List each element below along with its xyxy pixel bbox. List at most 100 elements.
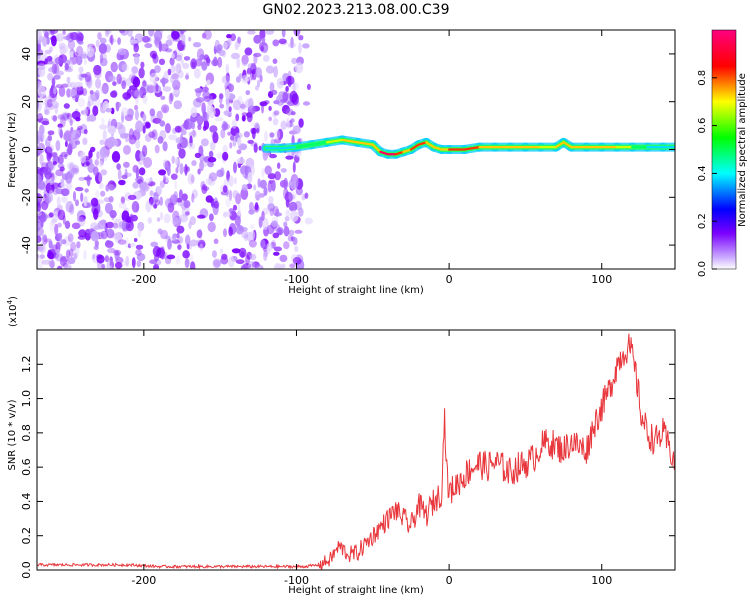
noise-blob: [102, 100, 109, 111]
noise-blob: [51, 77, 56, 89]
noise-blob: [156, 217, 161, 222]
noise-blob: [53, 74, 61, 80]
noise-blob: [39, 254, 45, 259]
noise-blob: [201, 32, 207, 39]
noise-blob: [55, 253, 64, 262]
noise-blob: [193, 68, 201, 79]
noise-blob: [37, 135, 41, 145]
noise-blob: [149, 190, 154, 197]
noise-blob: [171, 52, 175, 60]
noise-blob: [69, 204, 75, 215]
ridge-core-segment: [394, 150, 405, 156]
noise-blob: [42, 132, 46, 142]
noise-blob: [162, 86, 172, 92]
noise-blob: [212, 250, 217, 258]
noise-blob: [101, 82, 109, 95]
noise-blob: [87, 100, 91, 110]
noise-blob: [118, 179, 126, 186]
noise-blob: [114, 138, 122, 147]
snr-y-multiplier-close: ): [8, 296, 19, 300]
noise-blob: [164, 123, 171, 134]
noise-blob: [80, 53, 89, 59]
noise-blob: [126, 108, 134, 118]
noise-blob: [236, 157, 246, 164]
noise-blob: [48, 212, 54, 218]
noise-blob: [248, 201, 254, 212]
noise-blob: [58, 125, 63, 137]
noise-blob: [196, 48, 205, 61]
noise-blob: [139, 181, 148, 191]
noise-blob: [153, 263, 160, 269]
noise-blob: [105, 240, 111, 246]
noise-blob: [178, 189, 183, 201]
noise-blob: [121, 260, 128, 267]
noise-blob: [293, 30, 301, 37]
noise-blob: [253, 53, 258, 65]
noise-blob: [292, 161, 296, 173]
noise-blob: [194, 152, 201, 159]
noise-blob: [207, 161, 215, 168]
noise-blob: [100, 169, 108, 176]
noise-blob: [235, 224, 244, 235]
noise-blob: [233, 161, 237, 174]
y-tick-label: 0.6: [20, 458, 33, 476]
noise-blob: [135, 166, 139, 179]
noise-blob: [77, 125, 83, 130]
noise-blob: [272, 39, 280, 47]
noise-blob: [69, 248, 74, 258]
ridge-core-segment: [356, 141, 374, 146]
noise-blob: [237, 36, 242, 44]
noise-blob: [153, 192, 159, 203]
noise-blob: [270, 239, 277, 249]
noise-blob: [221, 123, 231, 130]
noise-blob: [269, 82, 275, 92]
noise-blob: [52, 161, 57, 166]
noise-blob: [174, 125, 182, 133]
noise-blob: [95, 39, 100, 48]
noise-blob: [37, 257, 44, 269]
noise-blob: [295, 175, 299, 188]
noise-blob: [57, 222, 62, 228]
noise-blob: [59, 166, 65, 172]
noise-blob: [64, 220, 71, 229]
noise-blob: [83, 129, 88, 135]
y-tick-label: 1.0: [20, 390, 33, 408]
noise-blob: [37, 168, 42, 175]
noise-blob: [182, 250, 190, 259]
noise-blob: [170, 92, 174, 102]
noise-blob: [37, 112, 43, 119]
noise-blob: [273, 251, 280, 256]
noise-blob: [82, 88, 88, 96]
noise-blob: [96, 254, 105, 264]
noise-blob: [241, 184, 248, 191]
noise-blob: [232, 190, 239, 199]
noise-blob: [170, 173, 178, 180]
noise-blob: [169, 57, 175, 66]
ridge-core-segment: [554, 141, 565, 149]
noise-blob: [285, 209, 291, 217]
noise-blob: [75, 186, 84, 192]
noise-blob: [181, 193, 188, 201]
noise-blob: [37, 253, 40, 259]
noise-blob: [153, 30, 163, 42]
noise-blob: [90, 230, 100, 242]
noise-blob: [110, 107, 115, 115]
colorbar-tick-label: 0.0: [697, 261, 708, 277]
noise-blob: [269, 132, 275, 138]
noise-blob: [159, 250, 166, 260]
noise-blob: [245, 90, 251, 96]
noise-blob: [180, 59, 184, 66]
noise-blob: [208, 93, 217, 100]
noise-blob: [284, 216, 290, 222]
noise-blob: [272, 58, 278, 64]
ridge-core-segment: [341, 138, 359, 144]
noise-blob: [41, 213, 47, 223]
noise-blob: [250, 127, 257, 135]
noise-blob: [75, 133, 80, 141]
noise-blob: [219, 103, 225, 109]
noise-blob: [131, 201, 140, 213]
noise-blob: [75, 199, 79, 207]
colorbar-gradient: [711, 29, 737, 270]
noise-blob: [37, 30, 42, 41]
ridge-core-segment: [409, 143, 420, 151]
